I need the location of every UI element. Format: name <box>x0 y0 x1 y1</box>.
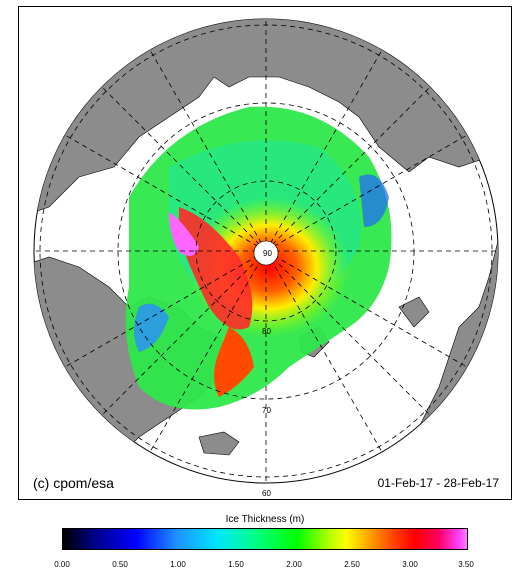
map-frame: 90 80 70 60 (c) cpom/esa 01-Feb-17 - 28-… <box>18 6 512 500</box>
colorbar-tick-2: 1.00 <box>170 560 186 569</box>
date-range-label: 01-Feb-17 - 28-Feb-17 <box>377 476 499 490</box>
colorbar-tick-4: 2.00 <box>286 560 302 569</box>
colorbar-tick-3: 1.50 <box>228 560 244 569</box>
polar-map: 90 80 70 60 <box>33 18 499 498</box>
copyright-label: (c) cpom/esa <box>33 475 114 491</box>
graticule <box>34 19 498 483</box>
colorbar-title: Ice Thickness (m) <box>225 514 305 525</box>
latitude-label-80: 80 <box>262 327 271 336</box>
colorbar-tick-7: 3.50 <box>458 560 474 569</box>
latitude-label-60: 60 <box>262 489 271 498</box>
latitude-label-70: 70 <box>262 406 271 415</box>
colorbar <box>62 528 468 550</box>
colorbar-tick-1: 0.50 <box>112 560 128 569</box>
latitude-label-90: 90 <box>263 249 272 258</box>
colorbar-tick-6: 3.00 <box>402 560 418 569</box>
pole-hole <box>253 240 279 266</box>
colorbar-tick-0: 0.00 <box>54 560 70 569</box>
colorbar-tick-5: 2.50 <box>344 560 360 569</box>
